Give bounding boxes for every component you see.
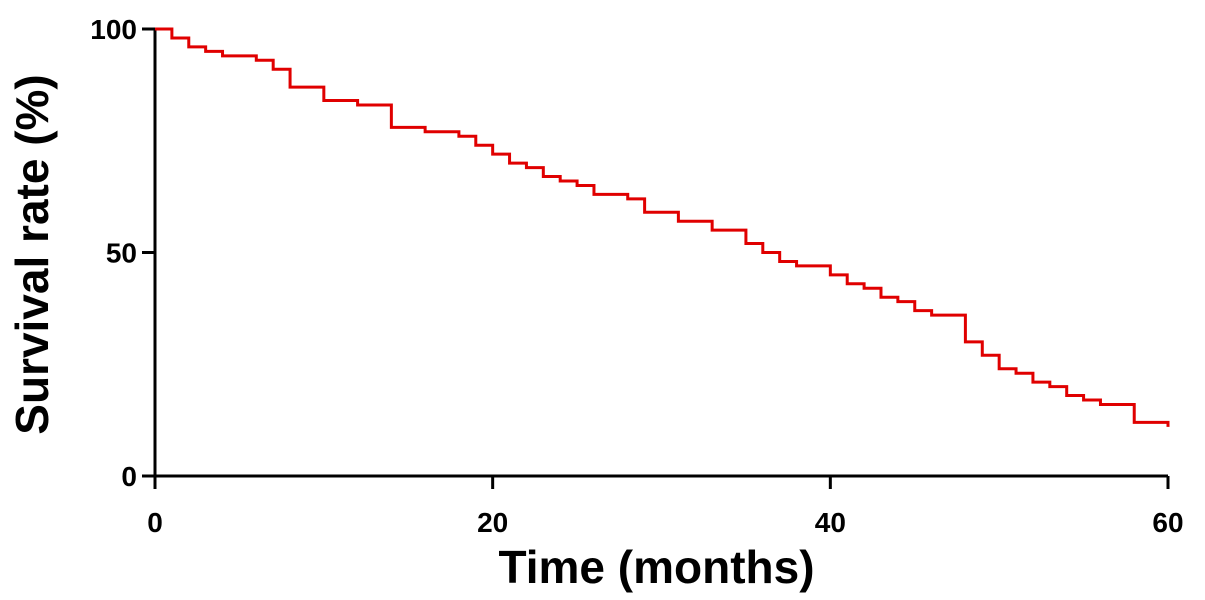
survival-step-line — [155, 27, 1170, 427]
x-tick-label: 20 — [477, 507, 508, 538]
x-axis-ticks: 0 20 40 60 — [147, 476, 1184, 538]
y-axis-title: Survival rate (%) — [6, 74, 58, 434]
x-tick-label: 60 — [1152, 507, 1183, 538]
y-axis-ticks: 0 50 100 — [90, 14, 155, 492]
x-axis-title: Time (months) — [498, 541, 814, 593]
y-tick-label: 100 — [90, 14, 137, 45]
series-layer — [155, 27, 1170, 427]
y-tick-label: 50 — [106, 238, 137, 269]
y-tick-label: 0 — [121, 461, 137, 492]
x-tick-label: 0 — [147, 507, 163, 538]
x-tick-label: 40 — [815, 507, 846, 538]
